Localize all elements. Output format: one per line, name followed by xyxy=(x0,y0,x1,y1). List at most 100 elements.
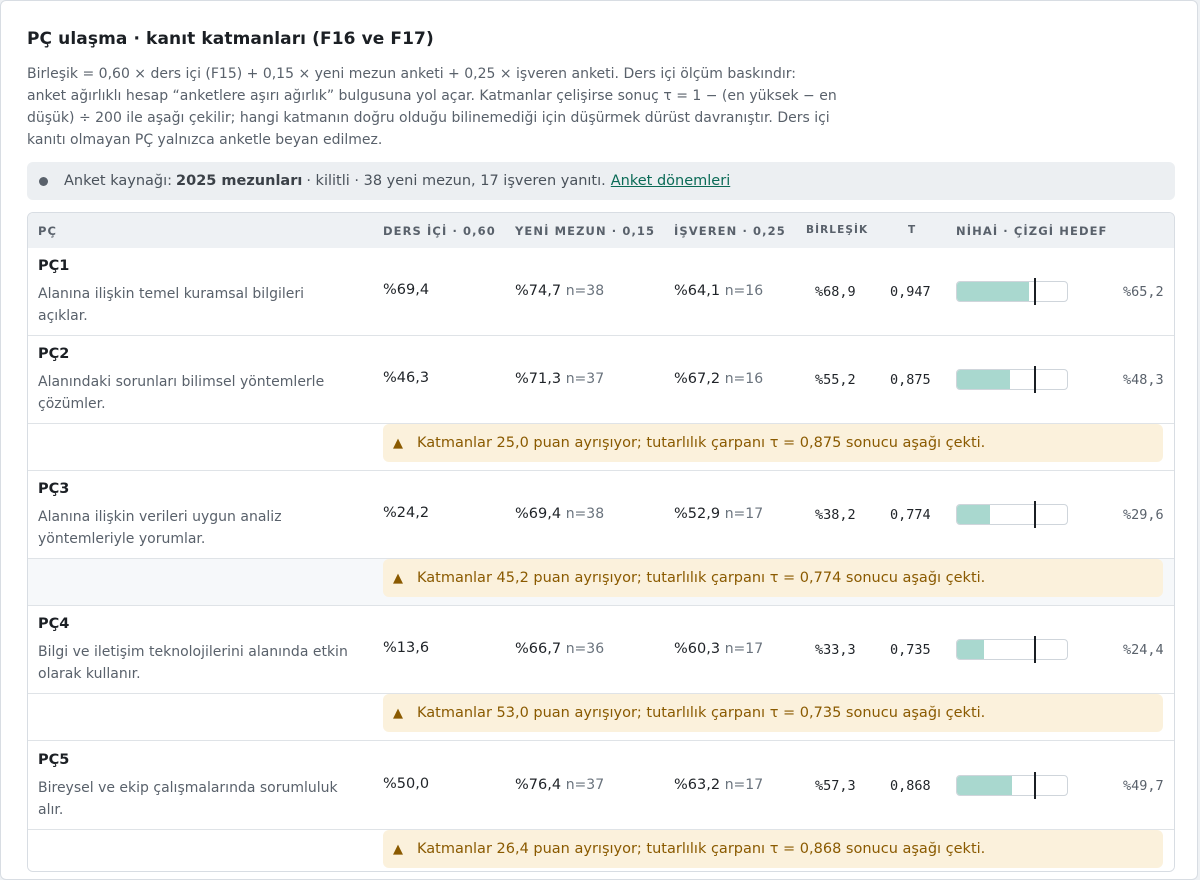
isveren-n: n=17 xyxy=(724,506,764,522)
table-row[interactable]: PÇ2 Alanındaki sorunları bilimsel yönteml… xyxy=(28,336,1174,424)
isveren-n: n=16 xyxy=(724,283,764,299)
yeni-mezun-cell: %71,3 n=37 xyxy=(515,371,604,387)
target-line-marker xyxy=(1034,501,1037,528)
method-description: Birleşik = 0,60 × ders içi (F15) + 0,15 … xyxy=(27,66,837,148)
nihai-progress-bar xyxy=(956,501,1068,528)
target-line-marker xyxy=(1034,772,1037,799)
yeni-mezun-value: %71,3 xyxy=(515,371,562,387)
warning-triangle-icon: ▲ xyxy=(393,841,403,857)
col-header-birlesik[interactable]: BİRLEŞİK xyxy=(806,224,869,236)
divergence-warning: ▲ Katmanlar 45,2 puan ayrışıyor; tutarlıl… xyxy=(383,559,1163,597)
yeni-mezun-value: %69,4 xyxy=(515,506,562,522)
survey-source-name: 2025 mezunları xyxy=(176,173,303,189)
isveren-cell: %60,3 n=17 xyxy=(674,641,763,657)
ders-ici-value: %69,4 xyxy=(383,282,430,298)
ders-ici-value: %13,6 xyxy=(383,640,430,656)
nihai-progress-fill xyxy=(957,776,1012,795)
pc-description: Bilgi ve iletişim teknolojilerini alanın… xyxy=(38,644,348,682)
nihai-progress-bar xyxy=(956,772,1068,799)
isveren-n: n=17 xyxy=(724,777,764,793)
yeni-mezun-n: n=37 xyxy=(565,371,605,387)
pc-description: Alanındaki sorunları bilimsel yöntemlerl… xyxy=(38,374,325,412)
pc-code: PÇ2 xyxy=(38,346,70,362)
isveren-value: %63,2 xyxy=(674,777,721,793)
pc-code: PÇ4 xyxy=(38,616,70,632)
survey-source-prefix: Anket kaynağı: xyxy=(64,173,173,189)
table-row[interactable]: PÇ4 Bilgi ve iletişim teknolojilerini ala… xyxy=(28,606,1174,694)
yeni-mezun-cell: %69,4 n=38 xyxy=(515,506,604,522)
table-row[interactable]: PÇ1 Alanına ilişkin temel kuramsal bilgil… xyxy=(28,248,1174,336)
divergence-warning: ▲ Katmanlar 53,0 puan ayrışıyor; tutarlıl… xyxy=(383,694,1163,732)
col-header-pc[interactable]: PÇ xyxy=(38,224,58,238)
nihai-progress-bar xyxy=(956,366,1068,393)
isveren-cell: %52,9 n=17 xyxy=(674,506,763,522)
isveren-cell: %67,2 n=16 xyxy=(674,371,763,387)
warning-triangle-icon: ▲ xyxy=(393,435,403,451)
page-title: PÇ ulaşma · kanıt katmanları (F16 ve F17… xyxy=(27,29,434,49)
warning-row: ▲ Katmanlar 45,2 puan ayrışıyor; tutarlıl… xyxy=(28,559,1174,606)
pc-code: PÇ1 xyxy=(38,258,70,274)
isveren-value: %64,1 xyxy=(674,283,721,299)
warning-text: Katmanlar 26,4 puan ayrışıyor; tutarlılı… xyxy=(417,841,986,857)
target-line-marker xyxy=(1034,636,1037,663)
birlesik-value: %55,2 xyxy=(815,372,856,388)
nihai-value: %65,2 xyxy=(1123,284,1164,300)
divergence-warning: ▲ Katmanlar 25,0 puan ayrışıyor; tutarlıl… xyxy=(383,424,1163,462)
warning-row: ▲ Katmanlar 53,0 puan ayrışıyor; tutarlıl… xyxy=(28,694,1174,741)
nihai-progress-bar xyxy=(956,278,1068,305)
isveren-n: n=16 xyxy=(724,371,764,387)
tau-value: 0,947 xyxy=(890,284,931,300)
col-header-isveren[interactable]: İŞVEREN · 0,25 xyxy=(674,224,786,238)
nihai-value: %24,4 xyxy=(1123,642,1164,658)
status-dot-icon xyxy=(39,176,48,186)
yeni-mezun-n: n=36 xyxy=(565,641,605,657)
yeni-mezun-n: n=38 xyxy=(565,283,605,299)
col-header-ders[interactable]: DERS İÇİ · 0,60 xyxy=(383,224,496,238)
nihai-progress-fill xyxy=(957,505,990,524)
warning-text: Katmanlar 53,0 puan ayrışıyor; tutarlılı… xyxy=(417,705,986,721)
divergence-warning: ▲ Katmanlar 26,4 puan ayrışıyor; tutarlıl… xyxy=(383,830,1163,868)
table-row[interactable]: PÇ3 Alanına ilişkin verileri uygun analiz… xyxy=(28,471,1174,559)
nihai-progress-fill xyxy=(957,282,1029,301)
yeni-mezun-n: n=37 xyxy=(565,777,605,793)
tau-value: 0,774 xyxy=(890,507,931,523)
pc-code: PÇ5 xyxy=(38,752,70,768)
nihai-value: %29,6 xyxy=(1123,507,1164,523)
table-row[interactable]: PÇ5 Bireysel ve ekip çalışmalarında sorum… xyxy=(28,742,1174,830)
survey-periods-link[interactable]: Anket dönemleri xyxy=(610,173,731,189)
pc-code: PÇ3 xyxy=(38,481,70,497)
birlesik-value: %68,9 xyxy=(815,284,856,300)
pc-evidence-table: PÇ DERS İÇİ · 0,60 YENİ MEZUN · 0,15 İŞV… xyxy=(27,212,1175,872)
survey-source-meta: · kilitli · 38 yeni mezun, 17 işveren ya… xyxy=(306,173,606,189)
col-header-nihai[interactable]: NİHAİ · ÇİZGİ HEDEF xyxy=(956,224,1108,238)
nihai-progress-fill xyxy=(957,370,1011,389)
warning-triangle-icon: ▲ xyxy=(393,570,403,586)
yeni-mezun-value: %66,7 xyxy=(515,641,562,657)
warning-triangle-icon: ▲ xyxy=(393,705,403,721)
isveren-value: %60,3 xyxy=(674,641,721,657)
yeni-mezun-value: %74,7 xyxy=(515,283,562,299)
isveren-value: %67,2 xyxy=(674,371,721,387)
nihai-value: %49,7 xyxy=(1123,778,1164,794)
isveren-n: n=17 xyxy=(724,641,764,657)
birlesik-value: %33,3 xyxy=(815,642,856,658)
yeni-mezun-cell: %74,7 n=38 xyxy=(515,283,604,299)
ders-ici-value: %50,0 xyxy=(383,776,430,792)
yeni-mezun-n: n=38 xyxy=(565,506,605,522)
pc-description: Alanına ilişkin verileri uygun analiz yö… xyxy=(38,509,282,547)
ders-ici-value: %46,3 xyxy=(383,370,430,386)
target-line-marker xyxy=(1034,366,1037,393)
table-header: PÇ DERS İÇİ · 0,60 YENİ MEZUN · 0,15 İŞV… xyxy=(28,213,1174,249)
isveren-value: %52,9 xyxy=(674,506,721,522)
warning-text: Katmanlar 25,0 puan ayrışıyor; tutarlılı… xyxy=(417,435,986,451)
col-header-yeni-mezun[interactable]: YENİ MEZUN · 0,15 xyxy=(515,224,656,238)
pc-description: Alanına ilişkin temel kuramsal bilgileri… xyxy=(38,286,305,324)
target-line-marker xyxy=(1034,278,1037,305)
col-header-tau[interactable]: T xyxy=(908,224,917,236)
warning-row: ▲ Katmanlar 26,4 puan ayrışıyor; tutarlıl… xyxy=(28,830,1174,871)
isveren-cell: %63,2 n=17 xyxy=(674,777,763,793)
warning-row: ▲ Katmanlar 25,0 puan ayrışıyor; tutarlıl… xyxy=(28,424,1174,471)
yeni-mezun-cell: %66,7 n=36 xyxy=(515,641,604,657)
isveren-cell: %64,1 n=16 xyxy=(674,283,763,299)
